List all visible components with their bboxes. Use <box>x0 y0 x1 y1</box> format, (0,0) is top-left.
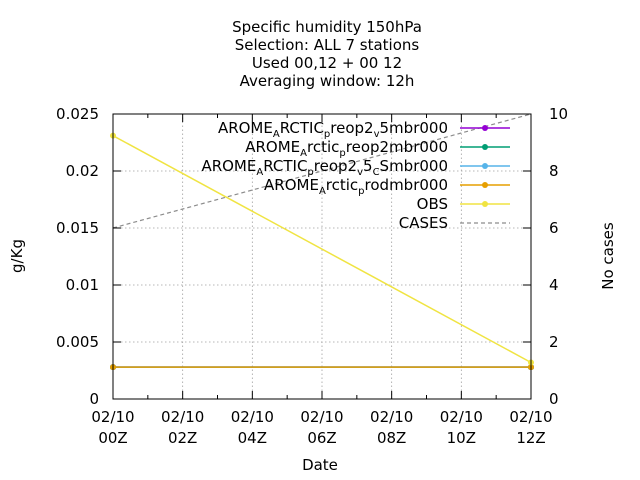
x-tick-label-hour: 08Z <box>377 429 406 447</box>
legend-label-part: AROME <box>264 176 319 194</box>
legend-label-part: RCTIC <box>280 119 324 137</box>
y2-tick-label: 10 <box>549 105 568 123</box>
legend-marker <box>482 125 488 131</box>
x-tick-label-hour: 00Z <box>98 429 127 447</box>
legend-label-sub: p <box>358 186 364 197</box>
legend-marker <box>482 201 488 207</box>
legend-label-sub: v <box>374 129 380 140</box>
legend-label: CASES <box>399 214 448 232</box>
legend-marker <box>482 144 488 150</box>
series-line <box>112 113 532 229</box>
legend-label-part: rodmbr000 <box>365 176 448 194</box>
legend-label: OBS <box>417 195 448 213</box>
legend-label-sub: A <box>300 148 307 159</box>
y2-axis-label: No cases <box>599 222 617 290</box>
legend-label-sub: v <box>357 167 363 178</box>
legend-label-part: AROME <box>245 138 300 156</box>
legend-label-part: OBS <box>417 195 448 213</box>
legend-label-sub: A <box>256 167 263 178</box>
x-tick-label-date: 02/10 <box>509 408 552 426</box>
y-tick-label: 0.02 <box>66 162 99 180</box>
legend-marker <box>482 163 488 169</box>
legend-label-part: AROME <box>218 119 273 137</box>
x-tick-label-hour: 04Z <box>238 429 267 447</box>
legend-label-part: AROME <box>201 157 256 175</box>
legend: AROMEARCTICpreop2v5mbr000AROMEArcticpreo… <box>201 119 510 232</box>
legend-label-sub: A <box>273 129 280 140</box>
legend-label-part: reop2 <box>314 157 357 175</box>
x-tick-label-date: 02/10 <box>161 408 204 426</box>
x-tick-label-date: 02/10 <box>300 408 343 426</box>
title-line: Used 00,12 + 00 12 <box>252 54 402 72</box>
x-tick-label-date: 02/10 <box>231 408 274 426</box>
y-tick-label: 0.025 <box>56 105 99 123</box>
y-tick-label: 0.01 <box>66 276 99 294</box>
series-line <box>112 135 532 364</box>
legend-label-part: Smbr000 <box>380 157 448 175</box>
title-line: Selection: ALL 7 stations <box>235 36 420 54</box>
legend-label-part: reop2mbr000 <box>346 138 448 156</box>
legend-label-sub: p <box>339 148 345 159</box>
x-tick-label-hour: 12Z <box>516 429 545 447</box>
y-tick-label: 0.015 <box>56 219 99 237</box>
axes: 0 0.005 0.01 0.015 0.02 0.025 0 2 4 6 8 10 02/10 00Z 0… <box>56 105 568 447</box>
legend-label-part: rctic <box>307 138 339 156</box>
x-axis-label: Date <box>302 456 338 474</box>
x-tick-label-hour: 02Z <box>168 429 197 447</box>
legend-label: AROMEARCTICpreop2v5mbr000 <box>218 119 448 140</box>
legend-label-part: reop2 <box>330 119 373 137</box>
legend-marker <box>482 182 488 188</box>
y-axis-label: g/Kg <box>8 239 26 273</box>
y-tick-label: 0 <box>89 390 99 408</box>
legend-label-part: 5mbr000 <box>380 119 448 137</box>
y-tick-label: 0.005 <box>56 333 99 351</box>
x-tick-label-date: 02/10 <box>91 408 134 426</box>
legend-label-sub: p <box>324 129 330 140</box>
grid <box>113 114 531 399</box>
legend-label-part: rctic <box>326 176 358 194</box>
legend-label: AROMEArcticprodmbr000 <box>264 176 448 197</box>
title-line: Averaging window: 12h <box>240 72 415 90</box>
y2-tick-label: 2 <box>549 333 559 351</box>
legend-label-sub: A <box>319 186 326 197</box>
legend-label-sub: C <box>373 167 380 178</box>
legend-label: AROMEArcticpreop2mbr000 <box>245 138 448 159</box>
legend-label: AROMEARCTICpreop2v5CSmbr000 <box>201 157 448 178</box>
legend-label-part: CASES <box>399 214 448 232</box>
y2-tick-label: 4 <box>549 276 559 294</box>
title-line: Specific humidity 150hPa <box>232 18 422 36</box>
legend-label-part: 5 <box>363 157 373 175</box>
legend-label-sub: p <box>307 167 313 178</box>
legend-label-part: RCTIC <box>263 157 307 175</box>
y2-tick-label: 0 <box>549 390 559 408</box>
y2-tick-label: 6 <box>549 219 559 237</box>
x-tick-label-date: 02/10 <box>440 408 483 426</box>
x-tick-label-hour: 10Z <box>447 429 476 447</box>
y2-tick-label: 8 <box>549 162 559 180</box>
x-tick-label-date: 02/10 <box>370 408 413 426</box>
x-tick-label-hour: 06Z <box>307 429 336 447</box>
